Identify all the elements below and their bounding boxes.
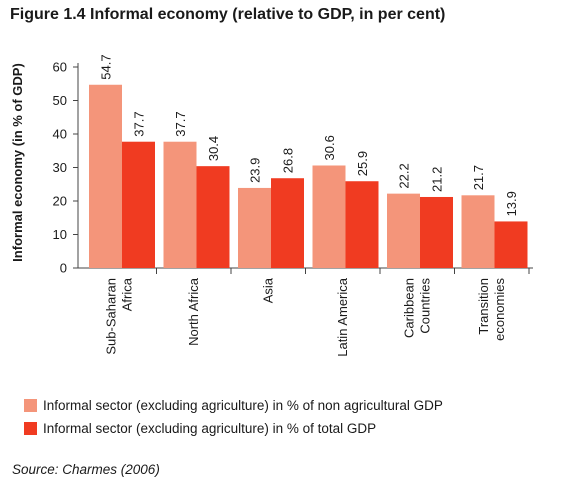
bar-value-label: 26.8 xyxy=(281,148,296,173)
bar-chart: 0 10 20 30 40 50 60 Informal economy (in % of G… xyxy=(10,54,533,357)
bar-series-2 xyxy=(271,178,304,268)
bar-series-1 xyxy=(387,193,420,268)
bar-series-1 xyxy=(89,84,122,268)
bar-value-label: 30.4 xyxy=(206,136,221,161)
legend-item-series-1: Informal sector (excluding agriculture) … xyxy=(24,398,443,413)
legend-swatch-series-1 xyxy=(24,399,37,412)
y-tick-label: 60 xyxy=(53,60,67,75)
bar-series-2 xyxy=(494,221,528,268)
x-category-label: economies xyxy=(492,278,507,341)
legend-label-series-2: Informal sector (excluding agriculture) … xyxy=(43,421,377,436)
y-tick-label: 50 xyxy=(53,93,67,108)
source-note: Source: Charmes (2006) xyxy=(12,462,160,477)
bar-value-label: 21.2 xyxy=(430,167,445,192)
bar-series-1 xyxy=(312,165,346,268)
x-category-label: Caribbean xyxy=(401,278,416,338)
bar-series-1 xyxy=(461,195,495,268)
y-tick-label: 20 xyxy=(53,194,67,209)
bar-value-label: 25.9 xyxy=(355,151,370,176)
legend-swatch-series-2 xyxy=(24,422,37,435)
bar-series-2 xyxy=(122,141,155,268)
bar-value-label: 22.2 xyxy=(397,163,412,188)
bar-series-2 xyxy=(196,166,230,268)
bar-series-2 xyxy=(345,181,379,268)
legend-label-series-1: Informal sector (excluding agriculture) … xyxy=(43,398,443,413)
bar-value-label: 37.7 xyxy=(173,111,188,136)
y-tick-label: 10 xyxy=(53,227,67,242)
x-category-label: Sub-Saharan xyxy=(103,278,118,355)
bar-value-label: 21.7 xyxy=(471,165,486,190)
bar-value-label: 37.7 xyxy=(132,111,147,136)
legend-item-series-2: Informal sector (excluding agriculture) … xyxy=(24,421,376,436)
bar-value-label: 30.6 xyxy=(322,135,337,160)
bar-value-label: 54.7 xyxy=(99,54,114,79)
x-category-label: Asia xyxy=(260,277,275,303)
x-category-label: Countries xyxy=(417,278,432,334)
bar-value-label: 13.9 xyxy=(504,191,519,216)
bar-series-1 xyxy=(238,187,271,268)
y-tick-label: 30 xyxy=(53,160,67,175)
x-category-label: Transition xyxy=(476,278,491,335)
y-axis-title: Informal economy (in % of GDP) xyxy=(10,63,25,262)
x-category-label: North Africa xyxy=(186,277,201,346)
bar-series-2 xyxy=(420,196,453,268)
chart-title: Figure 1.4 Informal economy (relative to… xyxy=(10,6,446,23)
bar-series-1 xyxy=(163,141,197,268)
x-category-label: Africa xyxy=(119,277,134,311)
y-tick-label: 0 xyxy=(60,261,67,276)
x-category-label: Latin America xyxy=(335,277,350,357)
y-tick-label: 40 xyxy=(53,127,67,142)
bar-value-label: 23.9 xyxy=(248,158,263,183)
